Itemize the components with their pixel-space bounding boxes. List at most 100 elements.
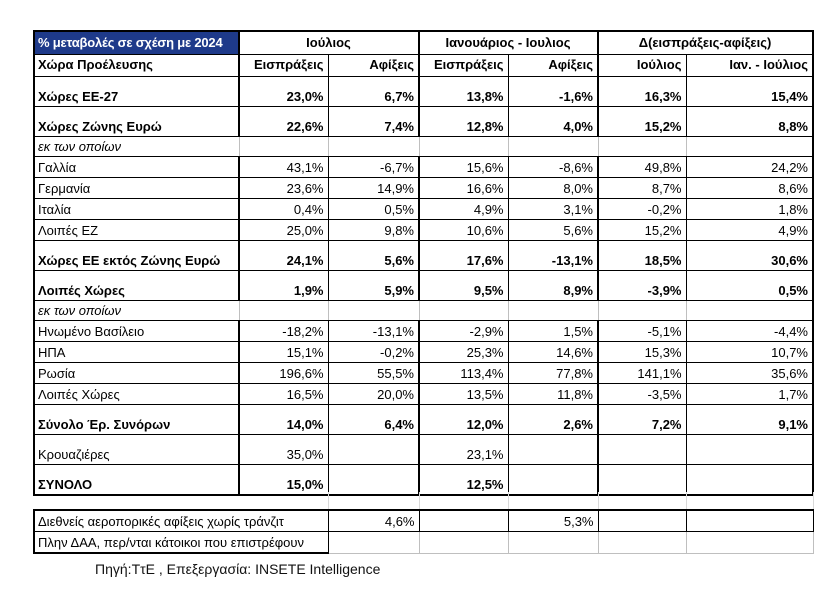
table-row: Ηνωμένο Βασίλειο -18,2% -13,1% -2,9% 1,5% -5,… xyxy=(33,320,814,342)
value-cell: 77,8% xyxy=(507,362,599,384)
table-row: Χώρες ΕΕ εκτός Ζώνης Ευρώ 24,1% 5,6% 17,6% -… xyxy=(33,240,814,271)
value-cell xyxy=(685,300,814,321)
value-cell xyxy=(327,531,420,554)
value-cell: 15,1% xyxy=(238,341,329,363)
value-cell: 14,9% xyxy=(327,177,420,199)
value-cell: 10,6% xyxy=(418,219,509,241)
value-cell: 12,0% xyxy=(418,404,509,435)
row-label: ΗΠΑ xyxy=(33,341,240,363)
value-cell xyxy=(507,136,599,157)
bottom-table: Διεθνείς αεροπορικές αφίξεις χωρίς τράνζ… xyxy=(33,492,814,554)
value-cell: -13,1% xyxy=(327,320,420,342)
value-cell: -8,6% xyxy=(507,156,599,178)
value-cell: 196,6% xyxy=(238,362,329,384)
value-cell: 12,8% xyxy=(418,106,509,137)
row-label: Λοιπές Χώρες xyxy=(33,383,240,405)
value-cell: -5,1% xyxy=(597,320,687,342)
value-cell: 1,7% xyxy=(685,383,814,405)
table-title-cell: % μεταβολές σε σχέση με 2024 xyxy=(33,30,240,55)
table-row: Πλην ΔΑΑ, περ/νται κάτοικοι που επιστρέφ… xyxy=(33,531,814,554)
row-label: Λοιπές ΕΖ xyxy=(33,219,240,241)
value-cell: 9,8% xyxy=(327,219,420,241)
value-cell: 3,1% xyxy=(507,198,599,220)
value-cell: 14,0% xyxy=(238,404,329,435)
value-cell: -6,7% xyxy=(327,156,420,178)
table-row: Χώρες Ζώνης Ευρώ 22,6% 7,4% 12,8% 4,0% 15,2% 8… xyxy=(33,106,814,137)
row-label: εκ των οποίων xyxy=(33,136,240,157)
value-cell: -2,9% xyxy=(418,320,509,342)
row-label: ΣΥΝΟΛΟ xyxy=(33,464,240,496)
value-cell: 16,3% xyxy=(597,76,687,107)
row-label: Ηνωμένο Βασίλειο xyxy=(33,320,240,342)
value-cell: 4,9% xyxy=(418,198,509,220)
value-cell: 15,6% xyxy=(418,156,509,178)
value-cell: 55,5% xyxy=(327,362,420,384)
value-cell xyxy=(597,531,687,554)
value-cell xyxy=(685,531,814,554)
value-cell xyxy=(418,509,509,532)
value-cell xyxy=(685,136,814,157)
value-cell: 15,0% xyxy=(238,464,329,496)
table-row: Ρωσία 196,6% 55,5% 113,4% 77,8% 141,1% 35,6% xyxy=(33,362,814,384)
column-header-receipts-july: Εισπράξεις xyxy=(238,54,329,77)
value-cell xyxy=(597,136,687,157)
table-row: Λοιπές ΕΖ 25,0% 9,8% 10,6% 5,6% 15,2% 4,9% xyxy=(33,219,814,241)
main-table-body: Χώρες ΕΕ-27 23,0% 6,7% 13,8% -1,6% 16,3% 15,4%… xyxy=(33,76,814,496)
value-cell: 11,8% xyxy=(507,383,599,405)
value-cell: -13,1% xyxy=(507,240,599,271)
value-cell: 6,4% xyxy=(327,404,420,435)
value-cell: -3,9% xyxy=(597,270,687,301)
value-cell: -4,4% xyxy=(685,320,814,342)
value-cell: 1,8% xyxy=(685,198,814,220)
value-cell: 5,3% xyxy=(507,509,599,532)
value-cell xyxy=(507,531,599,554)
column-header-country: Χώρα Προέλευσης xyxy=(33,54,240,77)
value-cell: 20,0% xyxy=(327,383,420,405)
value-cell: 25,0% xyxy=(238,219,329,241)
table-row: Διεθνείς αεροπορικές αφίξεις χωρίς τράνζ… xyxy=(33,509,814,532)
value-cell xyxy=(418,531,509,554)
table-header-columns: Χώρα Προέλευσης Εισπράξεις Αφίξεις Εισπρ… xyxy=(33,54,814,77)
table-row: Ιταλία 0,4% 0,5% 4,9% 3,1% -0,2% 1,8% xyxy=(33,198,814,220)
value-cell: 7,2% xyxy=(597,404,687,435)
value-cell: 2,6% xyxy=(507,404,599,435)
value-cell: 8,0% xyxy=(507,177,599,199)
table-row: ΗΠΑ 15,1% -0,2% 25,3% 14,6% 15,3% 10,7% xyxy=(33,341,814,363)
value-cell: 16,5% xyxy=(238,383,329,405)
column-group-jan-july: Ιανουάριος - Ιουλιος xyxy=(418,30,599,55)
value-cell xyxy=(597,509,687,532)
table-row: Γερμανία 23,6% 14,9% 16,6% 8,0% 8,7% 8,6% xyxy=(33,177,814,199)
value-cell: 4,9% xyxy=(685,219,814,241)
table-row: Χώρες ΕΕ-27 23,0% 6,7% 13,8% -1,6% 16,3% 15,4% xyxy=(33,76,814,107)
source-note: Πηγή:ΤτΕ , Επεξεργασία: INSETE Intellige… xyxy=(95,561,381,577)
table-row: εκ των οποίων xyxy=(33,300,814,321)
column-header-delta-janjuly: Ιαν. - Ιούλιος xyxy=(685,54,814,77)
value-cell: 15,4% xyxy=(685,76,814,107)
value-cell xyxy=(597,464,687,496)
column-header-delta-july: Ιούλιος xyxy=(597,54,687,77)
table-row: ΣΥΝΟΛΟ 15,0% 12,5% xyxy=(33,464,814,496)
value-cell: 22,6% xyxy=(238,106,329,137)
value-cell: 23,0% xyxy=(238,76,329,107)
value-cell: -3,5% xyxy=(597,383,687,405)
value-cell xyxy=(327,300,420,321)
value-cell: 14,6% xyxy=(507,341,599,363)
value-cell: 7,4% xyxy=(327,106,420,137)
row-label: Λοιπές Χώρες xyxy=(33,270,240,301)
table-header-groups: % μεταβολές σε σχέση με 2024 Ιούλιος Ιαν… xyxy=(33,30,814,55)
value-cell: 17,6% xyxy=(418,240,509,271)
value-cell xyxy=(507,434,599,465)
value-cell: 9,1% xyxy=(685,404,814,435)
value-cell xyxy=(418,136,509,157)
value-cell: 30,6% xyxy=(685,240,814,271)
value-cell xyxy=(597,434,687,465)
value-cell: 13,5% xyxy=(418,383,509,405)
value-cell: 49,8% xyxy=(597,156,687,178)
table-row: Κρουαζιέρες 35,0% 23,1% xyxy=(33,434,814,465)
value-cell: 10,7% xyxy=(685,341,814,363)
value-cell: 4,0% xyxy=(507,106,599,137)
value-cell: 4,6% xyxy=(327,509,420,532)
value-cell: 8,6% xyxy=(685,177,814,199)
value-cell: -18,2% xyxy=(238,320,329,342)
value-cell: 24,2% xyxy=(685,156,814,178)
